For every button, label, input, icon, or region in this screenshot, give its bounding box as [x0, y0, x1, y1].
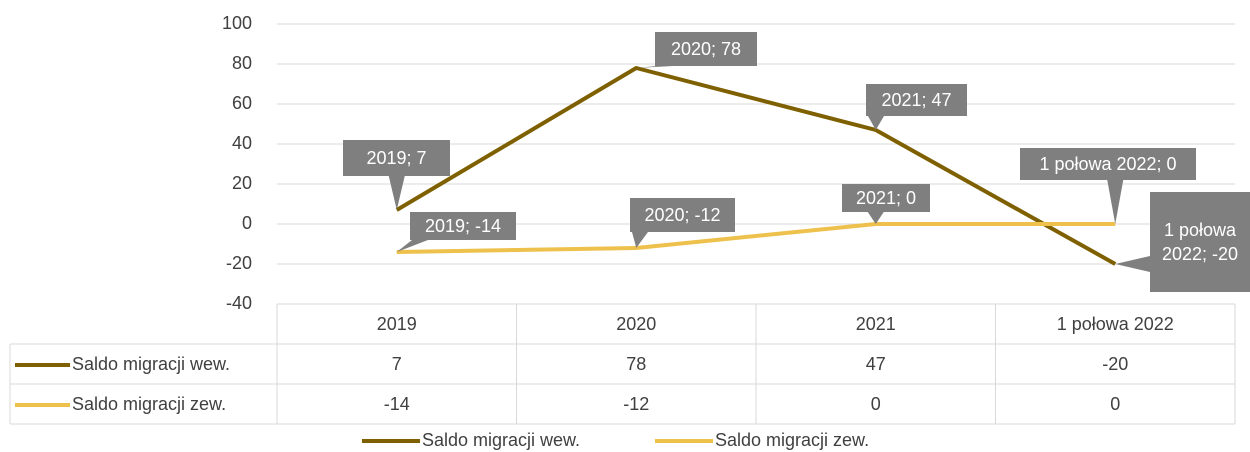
label-pointer: [1115, 256, 1150, 272]
table-value: 0: [871, 394, 881, 414]
table-series-name: Saldo migracji wew.: [72, 354, 230, 374]
data-label: 1 połowa 2022; -20: [1150, 192, 1250, 292]
label-pointer: [868, 116, 884, 130]
data-label: 1 połowa 2022; 0: [1020, 148, 1196, 180]
y-tick-label: -40: [226, 293, 252, 313]
data-label: 2021; 47: [866, 84, 967, 116]
y-tick-label: 40: [232, 133, 252, 153]
label-pointer: [396, 240, 428, 252]
table-value: -20: [1102, 354, 1128, 374]
line-series: [395, 66, 1117, 266]
y-tick-label: 20: [232, 173, 252, 193]
table-value: 0: [1110, 394, 1120, 414]
data-label: 2020; -12: [630, 198, 735, 232]
x-tick-label: 2021: [856, 314, 896, 334]
data-label: 2019; 7: [343, 140, 450, 176]
table-value: 78: [626, 354, 646, 374]
line-series: [396, 222, 1116, 254]
y-tick-label: 60: [232, 93, 252, 113]
label-pointer: [867, 212, 884, 224]
table-series-name: Saldo migracji zew.: [72, 394, 226, 414]
x-tick-label: 1 połowa 2022: [1057, 314, 1174, 334]
data-label: 2019; -14: [410, 212, 516, 240]
y-tick-label: 0: [242, 213, 252, 233]
y-tick-label: -20: [226, 253, 252, 273]
y-tick-label: 100: [222, 13, 252, 33]
label-pointer: [636, 66, 673, 68]
data-label: 2020; 78: [655, 32, 757, 66]
table-value: 7: [392, 354, 402, 374]
table-value: -12: [623, 394, 649, 414]
x-tick-label: 2020: [616, 314, 656, 334]
label-pointer: [1107, 180, 1124, 224]
legend-label: Saldo migracji zew.: [715, 430, 869, 450]
label-pointer: [632, 232, 648, 248]
x-tick-label: 2019: [377, 314, 417, 334]
y-tick-label: 80: [232, 53, 252, 73]
table-value: -14: [384, 394, 410, 414]
label-pointer: [388, 176, 405, 210]
legend-label: Saldo migracji wew.: [422, 430, 580, 450]
table-value: 47: [866, 354, 886, 374]
data-label: 2021; 0: [842, 184, 930, 212]
